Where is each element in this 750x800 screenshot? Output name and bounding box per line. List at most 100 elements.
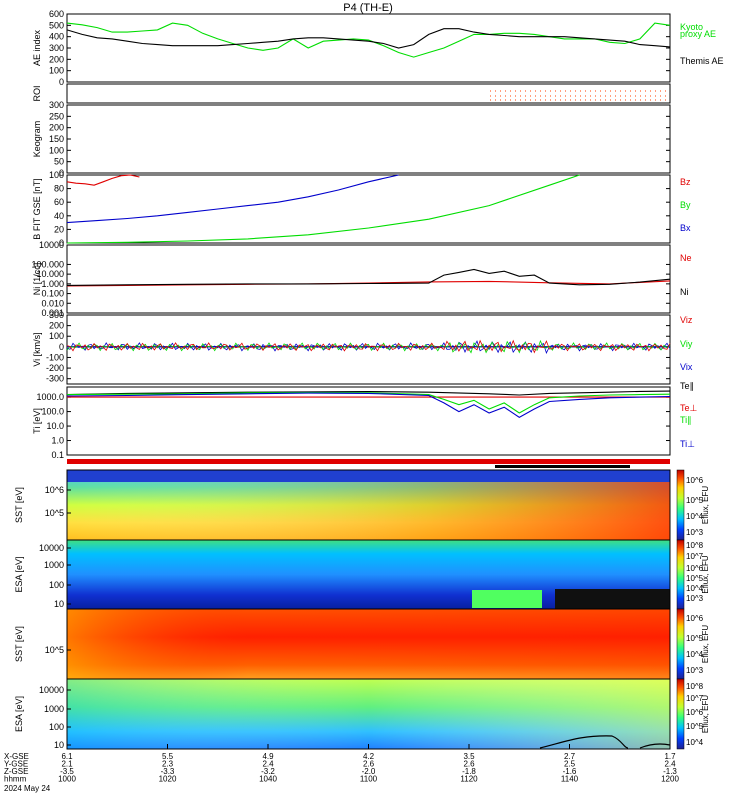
velocity-noise-line <box>66 339 671 354</box>
esa_e-ytick-label: 10 <box>54 599 64 609</box>
roi-ylabel: ROI <box>32 85 42 101</box>
esa_e-colorbar-label: 10^4 <box>686 584 704 593</box>
esa_i-colorbar-title: Eflux, EFU <box>701 695 710 733</box>
esa_i-ylabel: ESA [eV] <box>14 696 24 732</box>
orbit-date: 2024 May 24 <box>4 784 51 793</box>
orbit-value-t: 1020 <box>159 775 177 784</box>
keogram-ytick-label: 100 <box>49 145 64 155</box>
roi-frame <box>66 83 671 104</box>
temperature-frame <box>66 386 671 456</box>
sst_e-ytick-label: 10^5 <box>45 508 64 518</box>
density-legend-label: Ni <box>680 287 689 297</box>
orbit-row-label: hhmm <box>4 775 27 784</box>
roi-panel: ROI <box>32 83 671 104</box>
orbit-value-x: 4.9 <box>262 752 274 761</box>
keogram-ytick-label: 300 <box>49 100 64 110</box>
density-legend-label: Ne <box>680 253 692 263</box>
plot-title: P4 (TH-E) <box>343 2 393 14</box>
velocity-ytick-label: -300 <box>46 374 64 384</box>
colorbars <box>676 469 685 750</box>
orbit-value-x: 4.2 <box>363 752 375 761</box>
keogram-frame <box>66 104 671 174</box>
orbit-value-z: -1.3 <box>663 767 677 776</box>
velocity-ytick-label: 200 <box>49 321 64 331</box>
sst_e-colorbar-title: Eflux, EFU <box>701 486 710 524</box>
esa-electron-low-energy-black <box>555 589 670 609</box>
temperature-ytick-label: 1000.0 <box>36 392 64 402</box>
orbit-value-z: -1.6 <box>563 767 577 776</box>
esa_e-ytick-label: 10000 <box>39 543 64 553</box>
esa_e-ylabel: ESA [eV] <box>14 556 24 592</box>
density-ytick-label: 0.100 <box>41 289 64 299</box>
orbit-value-y: 2.4 <box>262 760 274 769</box>
orbit-row-label: Z-GSE <box>4 767 28 776</box>
bfield-ytick-label: 80 <box>54 184 64 194</box>
orbit-value-t: 1200 <box>661 775 679 784</box>
density-frame <box>66 244 671 314</box>
density-ytick-label: 10.000 <box>36 269 64 279</box>
esa_i-ytick-label: 10000 <box>39 685 64 695</box>
temperature-panel: 0.1 1.0 10.0 100.0 1000.0 Ti [eV] Te∥ Te⊥ Ti∥ Ti⊥ <box>32 381 698 460</box>
orbit-value-y: 2.5 <box>564 760 576 769</box>
temperature-legend-label: Te⊥ <box>680 403 698 413</box>
bfield-ytick-label: 60 <box>54 197 64 207</box>
temperature-ytick-label: 10.0 <box>46 421 64 431</box>
sst_i-colorbar-title: Eflux, EFU <box>701 625 710 663</box>
sst_e-colorbar-label: 10^6 <box>686 476 704 485</box>
temperature-legend-label: Te∥ <box>680 381 694 391</box>
esa_e-colorbar-label: 10^3 <box>686 594 704 603</box>
ae-ytick-label: 0 <box>59 77 64 87</box>
velocity-legend-label: Viy <box>680 339 693 349</box>
orbit-value-z: -3.2 <box>261 767 275 776</box>
bfield-ylabel: B FIT GSE [nT] <box>32 178 42 239</box>
sst_i-colorbar-label: 10^5 <box>686 634 704 643</box>
orbit-row-label: X-GSE <box>4 752 29 761</box>
ae-ytick-label: 500 <box>49 20 64 30</box>
roi-markers <box>490 90 670 101</box>
velocity-ytick-label: -100 <box>46 352 64 362</box>
temperature-ytick-label: 1.0 <box>51 436 64 446</box>
ae-ytick-label: 300 <box>49 43 64 53</box>
esa_e-ytick-label: 100 <box>49 580 64 590</box>
bfield-series-by <box>66 174 580 244</box>
ae-ytick-label: 400 <box>49 32 64 42</box>
temperature-series-ti- <box>66 392 671 418</box>
ae-ytick-label: 600 <box>49 9 64 19</box>
orbit-value-y: 2.6 <box>363 760 375 769</box>
esa_i-ytick-label: 100 <box>49 722 64 732</box>
orbit-value-z: -1.8 <box>462 767 476 776</box>
esa_e-labels: ESA [eV] 10 100 1000 10000 10^310^410^510^6 10… <box>14 541 710 609</box>
esa_e-ytick-label: 1000 <box>44 560 64 570</box>
velocity-legend-label: Vix <box>680 362 693 372</box>
bfield-panel: 0 20 40 60 80 100 B FIT GSE [nT] Bz By Bx <box>32 170 691 248</box>
bfield-frame <box>66 174 671 244</box>
temperature-legend-label: Ti∥ <box>680 415 692 425</box>
bfield-series-bz <box>66 174 140 186</box>
velocity-noise-line <box>66 339 671 354</box>
velocity-ylabel: Vi [km/s] <box>32 332 42 366</box>
sst_i-labels: SST [eV] 10^5 10^3 10^4 10^5 10^6 Eflux, EFU <box>14 614 710 675</box>
ae-ylabel: AE index <box>32 29 42 66</box>
sst_i-colorbar-label: 10^6 <box>686 614 704 623</box>
orbit-value-x: 1.7 <box>664 752 676 761</box>
density-series-ni <box>66 268 671 286</box>
velocity-ytick-label: 300 <box>49 310 64 320</box>
ae-legend-label: Kyoto <box>680 22 703 32</box>
ae-legend-label: Themis AE <box>680 56 724 66</box>
orbit-value-y: 2.3 <box>162 760 174 769</box>
time-axis <box>66 744 671 749</box>
bfield-ytick-label: 100 <box>49 170 64 180</box>
temperature-ytick-label: 100.0 <box>41 407 64 417</box>
esa_e-colorbar-label: 10^5 <box>686 574 704 583</box>
keogram-ytick-label: 200 <box>49 123 64 133</box>
status-bar-red <box>67 459 670 464</box>
sst_e-ylabel: SST [eV] <box>14 487 24 523</box>
orbit-value-y: 2.4 <box>664 760 676 769</box>
ae-series-themis-ae <box>66 28 671 49</box>
bfield-legend-label: Bx <box>680 223 691 233</box>
orbit-value-t: 1100 <box>360 775 378 784</box>
esa_i-colorbar-label: 10^6 <box>686 708 704 717</box>
